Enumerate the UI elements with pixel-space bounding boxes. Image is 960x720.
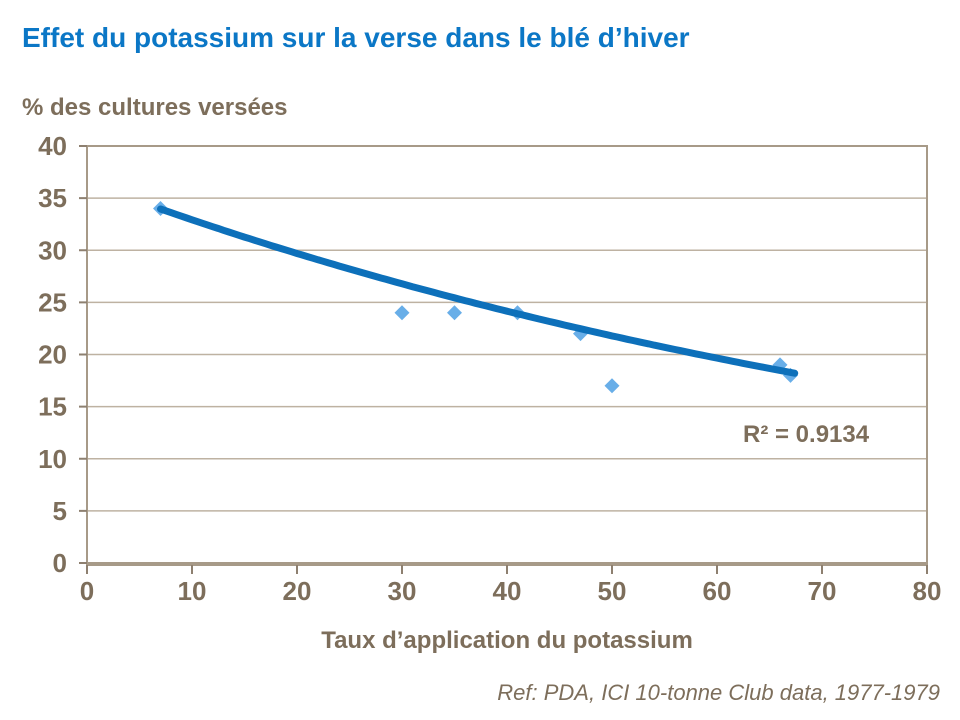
x-tick-label: 30: [388, 576, 417, 606]
x-tick-label: 20: [283, 576, 312, 606]
trendline[interactable]: [157, 205, 799, 377]
x-tick-label: 0: [80, 576, 94, 606]
y-tick-label: 0: [53, 548, 67, 578]
chart-title: Effet du potassium sur la verse dans le …: [22, 22, 690, 53]
data-point[interactable]: [604, 378, 620, 394]
y-tick-label: 35: [38, 183, 67, 213]
y-tick-label: 20: [38, 340, 67, 370]
x-tick-label: 40: [493, 576, 522, 606]
reference-note: Ref: PDA, ICI 10-tonne Club data, 1977-1…: [497, 680, 940, 705]
y-tick-label: 15: [38, 392, 67, 422]
y-tick-label: 5: [53, 496, 67, 526]
r-squared-label: R² = 0.9134: [743, 421, 870, 448]
x-tick-label: 10: [178, 576, 207, 606]
y-tick-label: 25: [38, 287, 67, 317]
data-point[interactable]: [447, 305, 462, 321]
y-tick-label: 10: [38, 444, 67, 474]
x-tick-label: 80: [913, 576, 942, 606]
x-tick-label: 50: [598, 576, 627, 606]
y-tick-label: 40: [38, 131, 67, 161]
x-axis-title: Taux d’application du potassium: [321, 627, 693, 654]
data-point[interactable]: [394, 305, 410, 321]
x-tick-label: 60: [703, 576, 732, 606]
x-tick-label: 70: [808, 576, 837, 606]
y-tick-label: 30: [38, 235, 67, 265]
y-axis-unit-label: % des cultures versées: [22, 94, 288, 121]
